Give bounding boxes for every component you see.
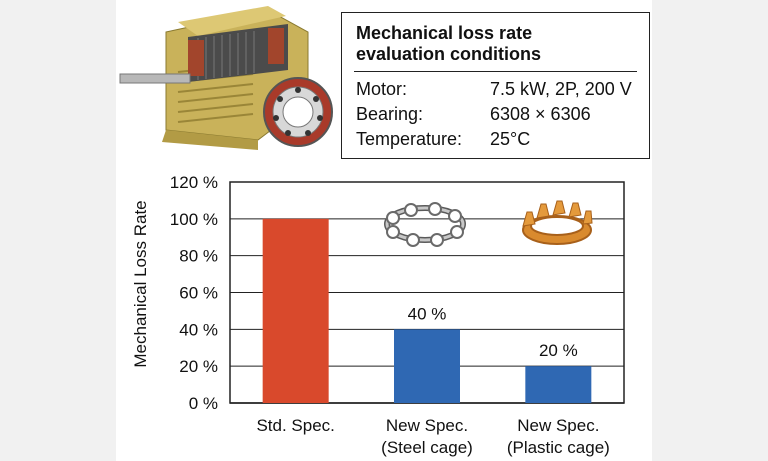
left-margin <box>0 0 116 461</box>
conditions-title: Mechanical loss rate evaluation conditio… <box>356 23 636 65</box>
data-labels: 40 % 20 % <box>408 304 578 360</box>
motor-cutaway-icon <box>119 6 333 150</box>
y-tick-label: 20 % <box>179 357 218 376</box>
x-tick-label: New Spec. <box>386 416 468 435</box>
y-tick-label: 100 % <box>170 210 218 229</box>
x-tick-labels: Std. Spec. New Spec. (Steel cage) New Spec.… <box>256 416 609 457</box>
conditions-divider <box>354 71 637 72</box>
condition-value: 6308 × 6306 <box>490 104 591 124</box>
condition-value: 7.5 kW, 2P, 200 V <box>490 79 632 99</box>
data-label: 40 % <box>408 304 447 323</box>
evaluation-conditions-box: Mechanical loss rate evaluation conditio… <box>341 12 650 159</box>
x-tick-label: New Spec. <box>517 416 599 435</box>
bar <box>262 218 329 403</box>
conditions-title-line1: Mechanical loss rate <box>356 23 533 43</box>
steel-cage-icon <box>384 202 466 247</box>
condition-row-motor: Motor: 7.5 kW, 2P, 200 V <box>356 78 632 100</box>
y-axis-label: Mechanical Loss Rate <box>131 200 150 367</box>
right-margin <box>652 0 768 461</box>
condition-label: Temperature: <box>356 129 463 149</box>
x-tick-label: Std. Spec. <box>256 416 334 435</box>
condition-label: Bearing: <box>356 104 424 124</box>
y-tick-label: 80 % <box>179 247 218 266</box>
chart-bars <box>262 218 592 403</box>
bar <box>525 366 592 403</box>
loss-rate-chart: 0 % 20 % 40 % 60 % 80 % 100 % 120 % Std. Spec.… <box>131 173 625 457</box>
y-tick-labels: 0 % 20 % 40 % 60 % 80 % 100 % 120 % <box>170 173 218 413</box>
plastic-cage-icon <box>522 200 593 245</box>
conditions-title-line2: evaluation conditions <box>356 44 542 64</box>
x-tick-label: (Steel cage) <box>381 438 473 457</box>
condition-value: 25°C <box>490 129 531 149</box>
condition-row-bearing: Bearing: 6308 × 6306 <box>356 103 591 125</box>
x-tick-label: (Plastic cage) <box>507 438 610 457</box>
y-tick-label: 60 % <box>179 284 218 303</box>
condition-label: Motor: <box>356 79 408 99</box>
condition-row-temperature: Temperature: 25°C <box>356 128 530 150</box>
data-label: 20 % <box>539 341 578 360</box>
y-tick-label: 120 % <box>170 173 218 192</box>
y-tick-label: 40 % <box>179 320 218 339</box>
y-tick-label: 0 % <box>189 394 218 413</box>
bar <box>394 329 460 403</box>
